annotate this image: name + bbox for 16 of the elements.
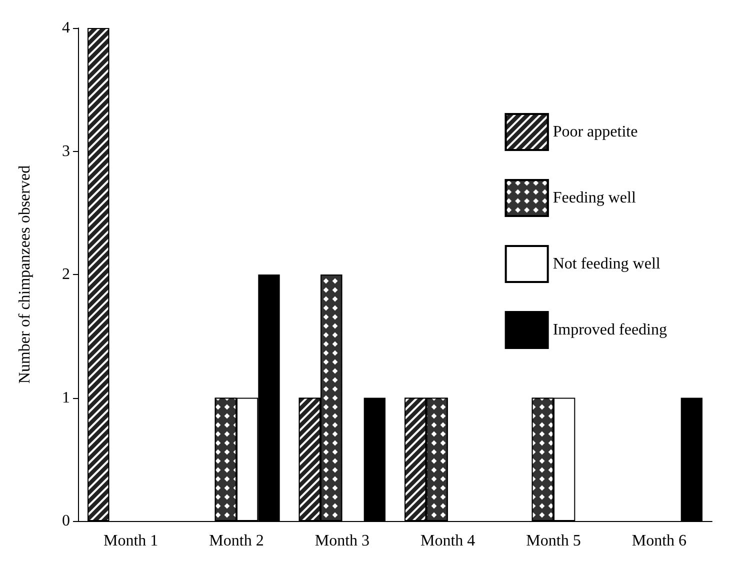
legend-label: Feeding well: [552, 190, 636, 206]
y-tick-label: 3: [62, 142, 70, 160]
x-tick-label: Month 5: [526, 532, 581, 550]
x-tick-label: Month 4: [420, 532, 476, 550]
x-tick-label: Month 3: [314, 532, 370, 550]
x-tick-label: Month 2: [209, 532, 264, 550]
y-tick-label: 0: [62, 512, 70, 530]
x-tick-label: Month 6: [632, 532, 687, 550]
legend-label: Poor appetite: [552, 124, 638, 140]
legend-label: Improved feeding: [552, 322, 668, 338]
y-tick-label: 2: [62, 266, 70, 283]
y-tick-label: 4: [62, 20, 70, 36]
x-tick-label: Month 1: [103, 532, 158, 550]
legend-label: Not feeding well: [552, 256, 661, 272]
y-axis-title: Number of chimpanzees observed: [16, 165, 34, 384]
y-tick-label: 1: [62, 389, 70, 406]
